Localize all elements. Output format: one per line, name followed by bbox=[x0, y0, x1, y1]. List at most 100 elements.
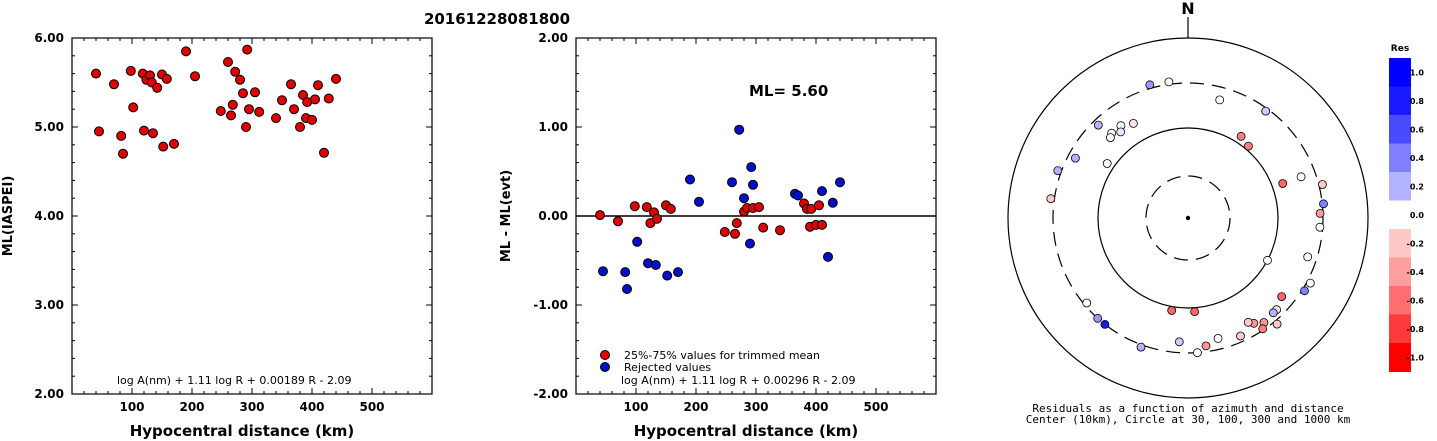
x-tick-label: 200 bbox=[683, 400, 708, 414]
legend-rejected-marker bbox=[600, 362, 610, 372]
colorbar-segment bbox=[1389, 86, 1411, 116]
x-tick-label: 400 bbox=[299, 400, 324, 414]
ml-panel: 100 200 300 400 500 2.00 3.00 4.00 5.00 6.00 ML(I… bbox=[1, 31, 433, 440]
station-point bbox=[323, 93, 334, 104]
station-point bbox=[215, 106, 226, 116]
colorbar-label: 0.8 bbox=[1410, 97, 1425, 106]
ring-300km bbox=[1052, 82, 1324, 354]
station-point bbox=[161, 73, 172, 84]
azimuth-station-point bbox=[1145, 80, 1155, 90]
station-point bbox=[223, 57, 233, 67]
ml-x-axis-label: Hypocentral distance (km) bbox=[130, 422, 355, 440]
north-label: N bbox=[1181, 0, 1194, 18]
azimuth-station-point bbox=[1243, 317, 1253, 327]
used-station-point bbox=[817, 219, 827, 230]
rejected-station-point bbox=[673, 267, 683, 278]
residual-panel: 100 200 300 400 500 -2.00 -1.00 0.00 1.00 2.00 ML… bbox=[499, 31, 937, 440]
azimuth-station-point bbox=[1315, 208, 1325, 218]
y-tick-label: 1.00 bbox=[538, 120, 568, 134]
colorbar-segment bbox=[1389, 200, 1411, 230]
colorbar-segment bbox=[1389, 286, 1411, 315]
x-tick-label: 500 bbox=[359, 400, 384, 414]
station-point bbox=[116, 130, 127, 141]
azimuth-station-point bbox=[1236, 131, 1246, 141]
colorbar-segment bbox=[1389, 257, 1411, 287]
azimuth-station-point bbox=[1093, 313, 1103, 323]
azimuth-station-point bbox=[1201, 341, 1211, 351]
station-point bbox=[139, 125, 149, 136]
residual-formula-label: log A(nm) + 1.11 log R + 0.00296 R - 2.0… bbox=[621, 374, 855, 387]
azimuth-caption-line2: Center (10km), Circle at 30, 100, 300 an… bbox=[1026, 413, 1351, 426]
ml-value-annotation: ML= 5.60 bbox=[749, 82, 828, 100]
figure-title: 20161228081800 bbox=[424, 10, 570, 28]
rejected-station-point bbox=[827, 197, 838, 208]
ring-30km bbox=[1145, 175, 1231, 261]
azimuth-station-point bbox=[1093, 120, 1103, 130]
colorbar-segment bbox=[1389, 229, 1411, 258]
x-tick-label: 300 bbox=[239, 400, 264, 414]
station-point bbox=[152, 82, 163, 93]
station-point bbox=[109, 79, 119, 90]
used-station-point bbox=[613, 216, 623, 227]
residual-y-axis-label: ML - ML(evt) bbox=[499, 170, 514, 262]
azimuth-station-point bbox=[1258, 324, 1268, 334]
station-point bbox=[227, 99, 238, 110]
azimuth-panel: N Residuals as a function of azimuth and… bbox=[1007, 0, 1425, 426]
azimuth-station-point bbox=[1116, 127, 1126, 137]
rejected-station-point bbox=[745, 238, 755, 249]
azimuth-station-point bbox=[1305, 278, 1315, 288]
station-point bbox=[238, 88, 248, 99]
azimuth-station-point bbox=[1071, 153, 1080, 163]
y-tick-label: 5.00 bbox=[34, 120, 64, 134]
used-station-point bbox=[754, 202, 764, 213]
used-station-point bbox=[652, 213, 662, 224]
station-point bbox=[307, 114, 317, 125]
station-point bbox=[295, 122, 305, 132]
colorbar-label: 0.2 bbox=[1410, 182, 1424, 191]
x-tick-label: 200 bbox=[179, 400, 204, 414]
legend-used-marker bbox=[600, 350, 610, 360]
colorbar-label: -0.4 bbox=[1407, 268, 1425, 277]
rejected-station-point bbox=[620, 267, 631, 278]
azimuth-station-point bbox=[1263, 255, 1272, 265]
used-station-point bbox=[641, 202, 652, 213]
y-tick-label: 4.00 bbox=[34, 209, 64, 223]
used-station-point bbox=[775, 225, 785, 236]
rejected-station-point bbox=[748, 179, 758, 190]
colorbar-label: -0.8 bbox=[1407, 325, 1425, 334]
azimuth-station-point bbox=[1046, 194, 1056, 204]
colorbar-segment bbox=[1389, 343, 1411, 372]
x-tick-label: 100 bbox=[623, 400, 648, 414]
station-point bbox=[331, 73, 341, 84]
used-station-point bbox=[595, 210, 605, 221]
station-point bbox=[271, 113, 281, 124]
x-tick-label: 100 bbox=[119, 400, 144, 414]
station-point bbox=[91, 68, 101, 79]
y-tick-label: -2.00 bbox=[533, 387, 568, 401]
azimuth-station-point bbox=[1277, 292, 1287, 302]
y-tick-label: 0.00 bbox=[538, 209, 568, 223]
azimuth-station-point bbox=[1053, 166, 1063, 176]
azimuth-station-point bbox=[1215, 95, 1225, 105]
station-point bbox=[169, 138, 179, 149]
rejected-station-point bbox=[734, 124, 745, 135]
rejected-station-point bbox=[662, 270, 673, 281]
azimuth-station-point bbox=[1190, 307, 1199, 317]
azimuth-station-point bbox=[1278, 179, 1288, 188]
station-point bbox=[289, 104, 299, 115]
colorbar-segment bbox=[1389, 143, 1411, 173]
colorbar-label: -0.6 bbox=[1407, 296, 1425, 305]
station-point bbox=[277, 95, 287, 106]
azimuth-station-point bbox=[1082, 298, 1092, 308]
colorbar-title: Res bbox=[1391, 44, 1409, 54]
station-point bbox=[310, 94, 320, 105]
azimuth-station-point bbox=[1244, 141, 1253, 151]
y-tick-label: 2.00 bbox=[34, 387, 64, 401]
rejected-station-point bbox=[694, 196, 704, 207]
azimuth-station-point bbox=[1193, 348, 1202, 358]
colorbar-segment bbox=[1389, 58, 1411, 87]
ring-100km bbox=[1097, 127, 1279, 309]
epicenter-marker bbox=[1185, 215, 1191, 221]
colorbar-segment bbox=[1389, 172, 1411, 201]
